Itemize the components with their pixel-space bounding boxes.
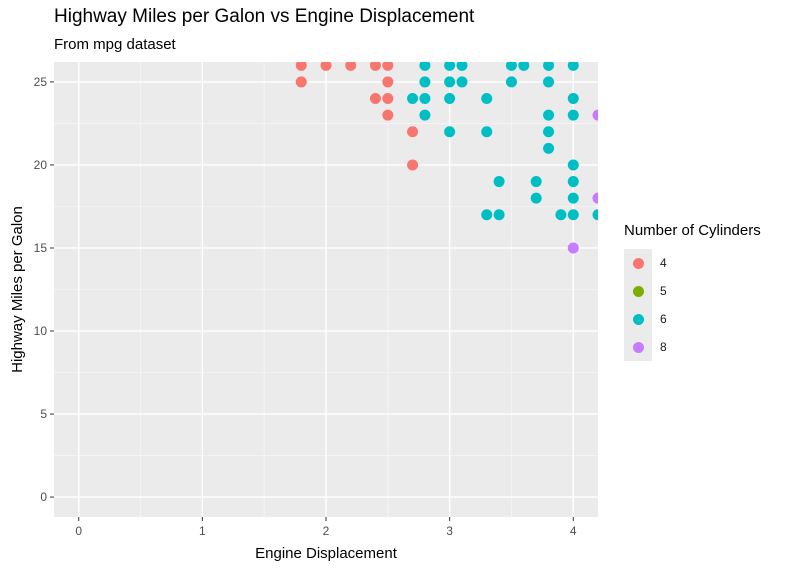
legend-dot-icon: [632, 313, 644, 325]
data-point-cyl-6: [505, 62, 517, 71]
y-axis-label: Highway Miles per Galon: [9, 206, 26, 373]
data-point-cyl-8: [567, 242, 579, 254]
data-point-cyl-6: [567, 93, 579, 105]
data-point-cyl-6: [567, 159, 579, 171]
data-point-cyl-4: [369, 62, 381, 71]
y-tick-label: 0: [40, 490, 47, 504]
legend-dot-icon: [632, 257, 644, 269]
legend-title: Number of Cylinders: [624, 222, 761, 239]
chart-title: Highway Miles per Galon vs Engine Displa…: [54, 6, 475, 27]
legend-label: 6: [660, 312, 667, 326]
legend-entry: 6: [624, 305, 761, 333]
data-point-cyl-4: [320, 62, 332, 71]
chart-subtitle: From mpg dataset: [54, 36, 176, 53]
data-point-cyl-8: [592, 192, 598, 204]
data-point-cyl-6: [543, 126, 555, 138]
data-point-cyl-6: [493, 209, 505, 221]
data-point-cyl-6: [444, 76, 456, 88]
data-points: [295, 62, 598, 254]
data-point-cyl-4: [295, 76, 307, 88]
data-point-cyl-6: [493, 176, 505, 188]
legend-key: [624, 277, 652, 305]
data-point-cyl-6: [567, 176, 579, 188]
data-point-cyl-6: [481, 93, 493, 105]
legend-entry: 4: [624, 249, 761, 277]
data-point-cyl-8: [592, 109, 598, 121]
legend-keys: 4 5 6 8: [624, 249, 761, 361]
x-tick-label: 0: [75, 524, 82, 538]
legend-key: [624, 249, 652, 277]
x-tick-label: 1: [199, 524, 206, 538]
data-point-cyl-6: [567, 192, 579, 204]
x-tick-label: 4: [570, 524, 577, 538]
data-point-cyl-6: [444, 93, 456, 105]
y-tick-label: 10: [34, 324, 48, 338]
data-point-cyl-4: [295, 62, 307, 71]
data-point-cyl-6: [419, 109, 431, 121]
data-point-cyl-6: [543, 76, 555, 88]
data-point-cyl-6: [444, 126, 456, 138]
y-tick-label: 15: [34, 241, 48, 255]
x-tick-label: 3: [446, 524, 453, 538]
data-point-cyl-6: [567, 109, 579, 121]
data-point-cyl-6: [456, 62, 468, 71]
data-point-cyl-4: [369, 93, 381, 105]
data-point-cyl-6: [505, 76, 517, 88]
data-point-cyl-4: [407, 126, 419, 138]
legend-key: [624, 333, 652, 361]
data-point-cyl-6: [481, 209, 493, 221]
data-point-cyl-4: [382, 109, 394, 121]
data-point-cyl-6: [481, 126, 493, 138]
data-point-cyl-6: [567, 209, 579, 221]
tick-labels: 0 1 2 3 4 0 5 10 15 20 25: [34, 75, 577, 538]
axis-ticks: [50, 81, 574, 521]
y-tick-label: 25: [34, 75, 48, 89]
data-point-cyl-6: [543, 109, 555, 121]
data-point-cyl-6: [444, 62, 456, 71]
data-point-cyl-6: [456, 76, 468, 88]
legend-label: 5: [660, 284, 667, 298]
legend-label: 8: [660, 340, 667, 354]
data-point-cyl-6: [419, 76, 431, 88]
x-tick-label: 2: [323, 524, 330, 538]
legend-dot-icon: [632, 285, 644, 297]
y-tick-label: 5: [40, 407, 47, 421]
data-point-cyl-4: [382, 62, 394, 71]
legend-entry: 8: [624, 333, 761, 361]
data-point-cyl-4: [382, 93, 394, 105]
data-point-cyl-4: [407, 159, 419, 171]
data-point-cyl-6: [407, 93, 419, 105]
legend-entry: 5: [624, 277, 761, 305]
data-point-cyl-6: [518, 62, 530, 71]
legend-dot-icon: [632, 341, 644, 353]
data-point-cyl-6: [543, 62, 555, 71]
data-point-cyl-6: [530, 192, 542, 204]
data-point-cyl-6: [555, 209, 567, 221]
y-tick-label: 20: [34, 158, 48, 172]
legend-label: 4: [660, 256, 667, 270]
legend-key: [624, 305, 652, 333]
data-point-cyl-6: [543, 142, 555, 154]
data-point-cyl-6: [419, 93, 431, 105]
data-point-cyl-6: [592, 209, 598, 221]
data-point-cyl-4: [345, 62, 357, 71]
data-point-cyl-6: [419, 62, 431, 71]
data-point-cyl-4: [382, 76, 394, 88]
legend: Number of Cylinders 4 5 6 8: [624, 222, 761, 361]
data-point-cyl-6: [567, 62, 579, 71]
data-point-cyl-6: [530, 176, 542, 188]
x-axis-label: Engine Displacement: [255, 545, 398, 562]
